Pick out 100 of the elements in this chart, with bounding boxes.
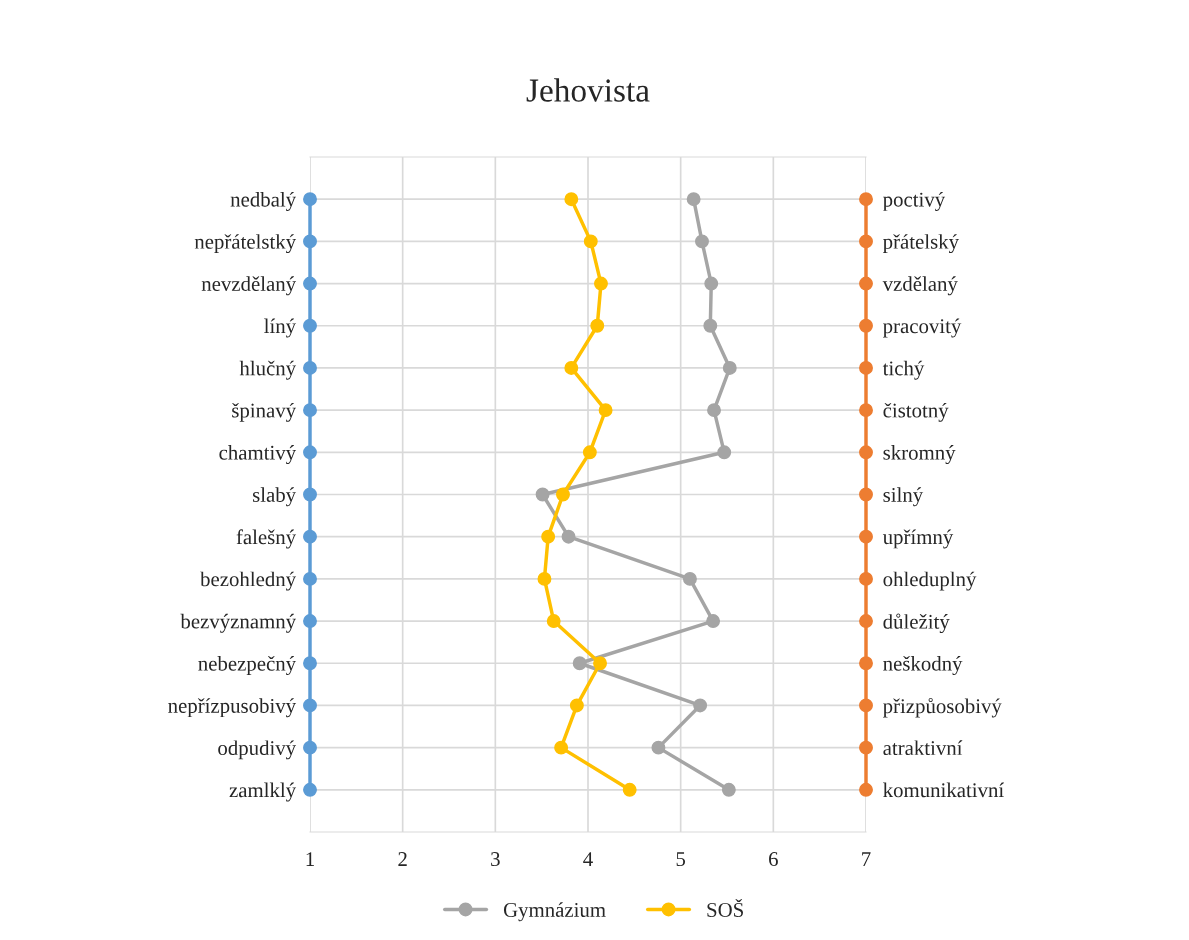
- y2-tick-label: silný: [883, 487, 924, 507]
- point: [535, 487, 550, 502]
- point: [704, 276, 719, 291]
- y2-tick-label: atraktivní: [883, 740, 963, 756]
- y-tick-label: chamtivý: [219, 445, 297, 465]
- point: [859, 487, 873, 502]
- point: [303, 276, 317, 291]
- y-tick-label: hlučný: [239, 360, 297, 380]
- point: [590, 318, 605, 333]
- point: [303, 360, 317, 375]
- y-tick-label: špinavý: [232, 402, 297, 422]
- point: [859, 276, 873, 291]
- y2-tick-label: pracovitý: [883, 318, 962, 338]
- point: [593, 656, 607, 671]
- y2-tick-label: vzdělaný: [882, 276, 958, 296]
- point: [303, 529, 317, 544]
- y2-tick-label: čistotný: [883, 402, 949, 422]
- y-tick-label: nepřízpusobivý: [168, 698, 297, 718]
- y-tick-label: bezvýznamný: [180, 613, 297, 633]
- point: [686, 192, 701, 207]
- point: [859, 403, 873, 418]
- point: [859, 740, 873, 755]
- point: [303, 698, 317, 713]
- point: [594, 276, 608, 291]
- y2-tick-label: důležitý: [883, 613, 950, 634]
- y-tick-label: odpudivý: [218, 740, 297, 760]
- point: [598, 403, 613, 418]
- point: [721, 782, 736, 797]
- y2-tick-label: skromný: [883, 445, 956, 465]
- point: [303, 571, 317, 586]
- point: [859, 529, 873, 544]
- point: [722, 360, 737, 375]
- y2-tick-label: neškodný: [883, 656, 963, 675]
- point: [682, 571, 697, 586]
- y-tick-label: nepřátelstký: [194, 234, 297, 254]
- point: [564, 360, 579, 375]
- point: [303, 656, 317, 671]
- y-tick-label: bezohledný: [200, 571, 297, 591]
- y-tick-label: zamlklý: [229, 782, 297, 802]
- point: [564, 192, 579, 207]
- point: [303, 234, 317, 249]
- y2-tick-label: upřímný: [882, 529, 954, 549]
- point: [303, 403, 317, 418]
- y-tick-label: líný: [264, 318, 297, 338]
- point: [556, 487, 570, 502]
- point: [561, 529, 576, 544]
- point: [859, 698, 873, 713]
- y-tick-label: nedbalý: [230, 191, 297, 211]
- point: [859, 614, 873, 629]
- point: [303, 445, 317, 460]
- point: [859, 318, 873, 333]
- point: [651, 740, 666, 755]
- point: [622, 782, 637, 797]
- point: [859, 445, 873, 460]
- point: [706, 614, 721, 629]
- point: [303, 192, 317, 207]
- point: [717, 445, 732, 460]
- x-tick-label: 7: [862, 852, 871, 866]
- point: [582, 445, 597, 460]
- chart-title: Jehovista: [526, 78, 650, 102]
- legend-label: SOŠ: [707, 898, 743, 917]
- y2-tick-label: komunikativní: [883, 782, 1004, 798]
- point: [303, 740, 317, 755]
- point: [303, 782, 317, 797]
- point: [546, 614, 561, 629]
- legend-label: Gymnázium: [503, 902, 606, 922]
- point: [707, 403, 721, 418]
- point: [859, 656, 873, 671]
- x-tick-label: 6: [769, 852, 778, 867]
- y2-tick-label: poctivý: [883, 191, 946, 211]
- x-tick-label: 1: [306, 852, 314, 866]
- point: [303, 487, 317, 502]
- point: [859, 782, 873, 797]
- point: [703, 318, 718, 333]
- point: [859, 571, 873, 586]
- point: [572, 656, 587, 671]
- y2-tick-label: ohleduplný: [883, 571, 977, 591]
- point: [303, 318, 317, 333]
- x-tick-label: 3: [491, 852, 500, 867]
- y-tick-label: nebezpečný: [198, 656, 297, 675]
- point: [569, 698, 584, 713]
- point: [554, 740, 569, 755]
- x-tick-label: 2: [398, 852, 407, 866]
- point: [541, 529, 556, 544]
- y2-tick-label: přizpůosobivý: [883, 697, 1002, 718]
- point: [859, 360, 873, 375]
- x-tick-label: 4: [583, 852, 593, 866]
- y-tick-label: nevzdělaný: [201, 276, 297, 296]
- y2-tick-label: tichý: [882, 360, 925, 380]
- point: [583, 234, 598, 249]
- y2-tick-label: přátelský: [883, 234, 959, 254]
- y-tick-label: falešný: [236, 529, 297, 549]
- x-tick-label: 5: [676, 852, 686, 867]
- point: [695, 234, 709, 249]
- point: [303, 614, 317, 629]
- point: [537, 571, 552, 586]
- point: [859, 192, 873, 207]
- y-tick-label: slabý: [252, 487, 297, 507]
- point: [859, 234, 873, 249]
- point: [693, 698, 708, 713]
